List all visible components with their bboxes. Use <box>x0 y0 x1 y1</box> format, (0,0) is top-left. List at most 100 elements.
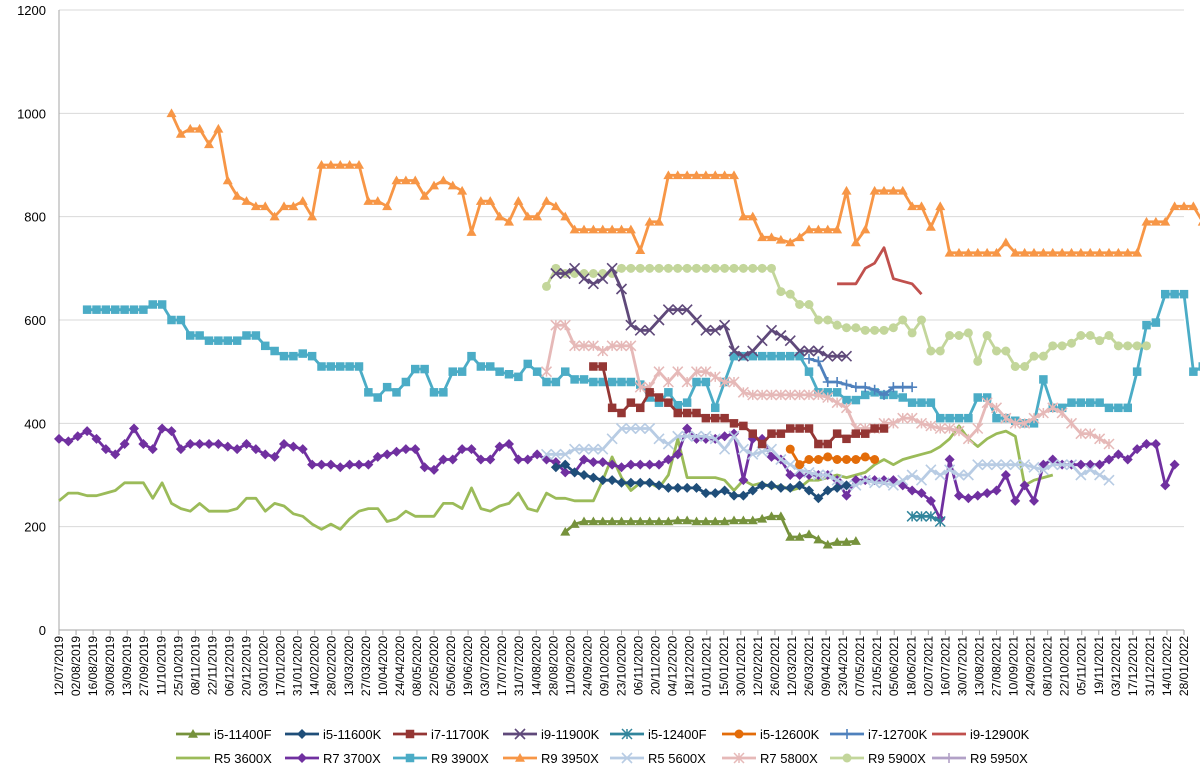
point-marker <box>1075 247 1086 257</box>
point-marker <box>400 175 411 185</box>
series-line <box>912 514 941 523</box>
point-marker <box>297 729 307 739</box>
point-marker <box>710 170 721 180</box>
point-marker <box>915 417 928 429</box>
point-marker <box>748 263 758 273</box>
point-marker <box>250 444 261 455</box>
point-marker <box>681 304 693 316</box>
point-marker <box>588 224 599 234</box>
point-marker <box>709 433 721 445</box>
point-marker <box>232 444 243 455</box>
x-tick-label: 18/06/2021 <box>904 636 918 696</box>
point-marker <box>907 328 917 338</box>
x-tick-label: 24/09/2021 <box>1024 636 1038 696</box>
x-tick-label: 14/02/2020 <box>308 636 322 696</box>
point-marker <box>917 315 926 325</box>
point-marker <box>823 439 832 449</box>
point-marker <box>559 267 571 280</box>
point-marker <box>663 516 674 526</box>
point-marker <box>851 395 861 405</box>
x-tick-label: 13/09/2019 <box>120 636 134 696</box>
point-marker <box>607 459 618 470</box>
point-marker <box>644 324 656 336</box>
point-marker <box>795 424 804 433</box>
point-marker <box>766 232 777 242</box>
point-marker <box>587 443 599 455</box>
point-marker <box>410 175 421 185</box>
point-marker <box>1132 367 1142 376</box>
point-marker <box>578 340 590 352</box>
point-marker <box>1123 403 1132 413</box>
point-marker <box>251 331 261 340</box>
point-marker <box>812 389 824 401</box>
point-marker <box>672 304 684 316</box>
point-marker <box>803 389 815 401</box>
point-marker <box>765 389 778 401</box>
x-tick-label: 19/11/2021 <box>1092 636 1106 695</box>
point-marker <box>466 444 477 455</box>
point-marker <box>729 490 739 501</box>
point-marker <box>401 377 411 387</box>
point-marker <box>982 393 992 402</box>
point-marker <box>934 469 946 481</box>
point-marker <box>784 459 796 471</box>
point-marker <box>579 470 589 480</box>
point-marker <box>794 232 805 242</box>
point-marker <box>831 397 843 409</box>
point-marker <box>756 335 768 347</box>
point-marker <box>673 263 683 273</box>
point-marker <box>934 515 946 528</box>
point-marker <box>1000 412 1012 424</box>
point-marker <box>672 430 684 442</box>
point-marker <box>748 351 757 361</box>
x-tick-label: 28/02/2020 <box>325 636 339 696</box>
point-marker <box>935 346 945 356</box>
point-marker <box>747 448 759 460</box>
point-marker <box>776 351 786 361</box>
point-marker <box>870 455 880 464</box>
point-marker <box>120 305 129 314</box>
point-marker <box>645 388 654 397</box>
point-marker <box>578 443 590 455</box>
point-marker <box>972 247 983 257</box>
point-marker <box>188 729 198 738</box>
series-i5-12600k <box>785 444 880 470</box>
x-tick-label: 31/07/2020 <box>512 636 526 696</box>
point-marker <box>785 444 795 454</box>
point-marker <box>316 459 327 470</box>
point-marker <box>1039 375 1048 384</box>
point-marker <box>607 475 618 486</box>
point-marker <box>663 263 673 273</box>
point-marker <box>364 388 373 397</box>
point-marker <box>719 516 730 526</box>
point-marker <box>597 516 608 526</box>
point-marker <box>551 377 561 387</box>
point-marker <box>1104 454 1114 465</box>
point-marker <box>625 459 636 470</box>
point-marker <box>269 211 280 221</box>
point-marker <box>954 413 964 423</box>
point-marker <box>621 728 633 740</box>
legend-entry: i5-11400F <box>176 727 272 742</box>
point-marker <box>241 196 252 205</box>
x-tick-label: 07/05/2021 <box>853 636 867 696</box>
point-marker <box>1057 403 1067 413</box>
x-tick-label: 05/11/2021 <box>1075 636 1089 695</box>
point-marker <box>405 729 415 739</box>
point-marker <box>907 201 918 211</box>
point-marker <box>1150 439 1161 449</box>
point-marker <box>1113 449 1124 460</box>
point-marker <box>860 452 870 462</box>
point-marker <box>223 336 232 345</box>
point-marker <box>307 459 318 470</box>
point-marker <box>709 371 721 383</box>
point-marker <box>626 377 636 387</box>
point-marker <box>719 485 730 496</box>
point-marker <box>625 340 637 352</box>
x-tick-label: 25/10/2019 <box>171 636 185 696</box>
point-marker <box>1038 247 1049 257</box>
point-marker <box>813 356 824 367</box>
point-marker <box>738 263 748 273</box>
legend-label: i5-12400F <box>648 727 707 742</box>
